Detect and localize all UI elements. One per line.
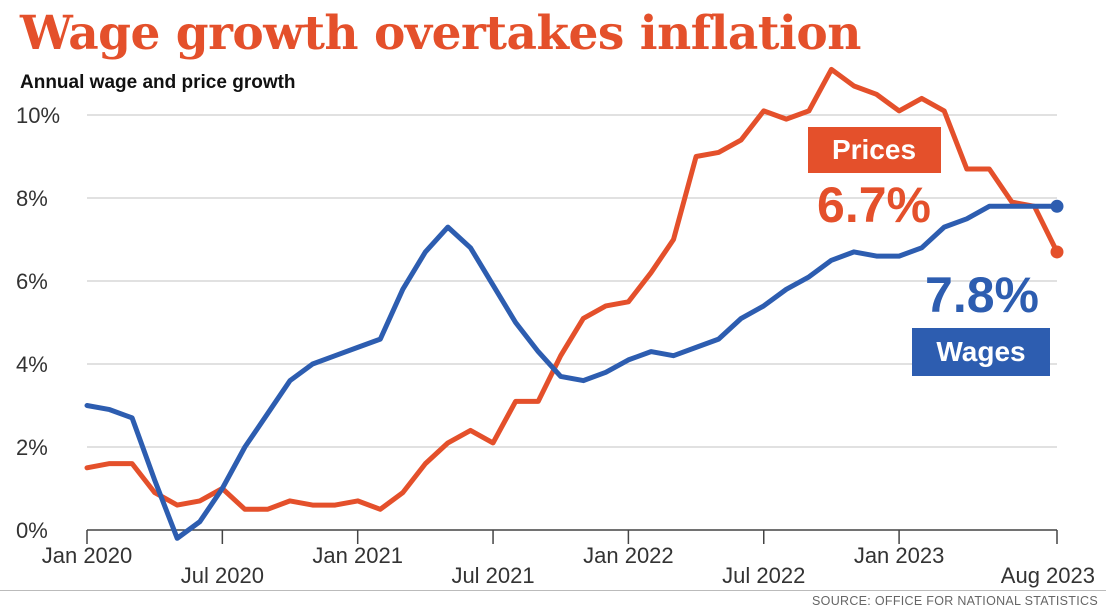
y-tick-label: 2%: [16, 435, 48, 460]
wages-label-group: 7.8% Wages: [912, 267, 1050, 376]
y-tick-label: 6%: [16, 269, 48, 294]
series-labels: Prices 6.7% 7.8% Wages: [808, 127, 1050, 376]
x-tick-label: Jul 2022: [722, 563, 805, 588]
y-tick-label: 4%: [16, 352, 48, 377]
x-tick-label: Jan 2020: [42, 543, 133, 568]
x-tick-label: Jan 2022: [583, 543, 674, 568]
wages-end-point: [1050, 199, 1064, 213]
source-note: SOURCE: OFFICE FOR NATIONAL STATISTICS: [812, 594, 1098, 608]
x-tick-label: Jul 2020: [181, 563, 264, 588]
line-chart: 0% 2% 4% 6% 8% 10% Jan 2020 Jul 2020 Jan 2021 Ju…: [16, 66, 1095, 588]
prices-line: [84, 66, 1060, 512]
x-tick-label: Jan 2023: [854, 543, 945, 568]
x-axis: Jan 2020 Jul 2020 Jan 2021 Jul 2021 Jan 2022…: [42, 529, 1095, 588]
x-tick-label: Jul 2021: [451, 563, 534, 588]
prices-label-box: [808, 127, 941, 173]
wages-label-box: [912, 328, 1050, 376]
prices-latest-value: 6.7%: [817, 177, 931, 233]
chart-title: Wage growth overtakes inflation: [20, 6, 861, 61]
prices-end-point: [1050, 245, 1064, 259]
wages-latest-value: 7.8%: [925, 267, 1039, 323]
prices-label-group: Prices 6.7%: [808, 127, 941, 233]
x-tick-label: Aug 2023: [1001, 563, 1095, 588]
y-tick-label: 0%: [16, 518, 48, 543]
grid-lines: [87, 114, 1057, 448]
x-tick-label: Jan 2021: [312, 543, 403, 568]
wages-line: [84, 203, 1060, 541]
prices-series-name: Prices: [832, 134, 916, 165]
y-tick-label: 8%: [16, 186, 48, 211]
chart-subtitle: Annual wage and price growth: [20, 72, 296, 93]
y-axis-ticks: 0% 2% 4% 6% 8% 10%: [16, 103, 60, 543]
wages-series-name: Wages: [936, 336, 1025, 367]
series-lines: [84, 66, 1064, 541]
footer-divider: [0, 590, 1106, 591]
y-tick-label: 10%: [16, 103, 60, 128]
